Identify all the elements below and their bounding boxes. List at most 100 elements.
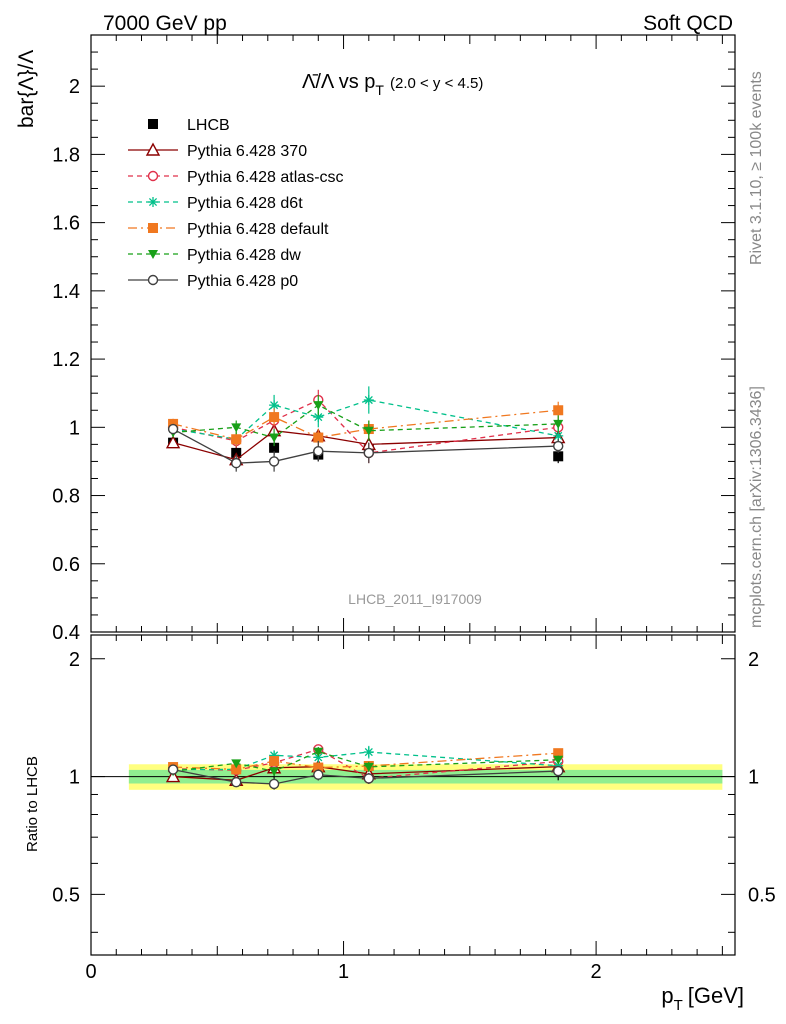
series-4-ratio-line [173,752,559,771]
legend-label-2: Pythia 6.428 atlas-csc [187,169,344,186]
legend-label-3: Pythia 6.428 d6t [187,195,303,212]
series-6-main-point-5 [553,440,564,452]
series-6-main-point-0 [167,423,179,435]
series-3-main-point-2 [269,400,280,411]
legend-entry-5: Pythia 6.428 dw [128,247,301,264]
x-tick-label-0: 0 [85,961,96,983]
series-6-main-point-2 [268,456,280,467]
series-5-main-point-4 [363,426,374,436]
xlabel-sub: T [674,997,683,1014]
title-range: (2.0 < y < 4.5) [390,75,483,92]
xlabel-unit: [GeV] [688,983,744,1008]
series-6-main-point-1 [231,457,242,469]
legend-marker-4 [148,223,158,233]
y-tick-label-1.2: 1.2 [52,349,80,371]
series-1-main-point-0 [165,435,181,449]
y-axis-label: bar{Λ}/Λ [15,50,38,128]
series-6-ratio-point-3 [313,769,324,780]
series-6-ratio-point-1 [231,776,242,788]
axes: 0 1 2 0.4 0.6 0.8 1 1.2 1.4 1.6 1.8 2 0.5 0.5 1 1 2 2 [52,34,776,983]
legend-label-5: Pythia 6.428 dw [187,247,301,264]
rivet-label: Rivet 3.1.10, ≥ 100k events [748,71,765,265]
y-tick-label-1.4: 1.4 [52,281,80,303]
series-5-ratio [168,746,564,777]
legend-marker-5 [148,250,158,259]
legend-entry-3: Pythia 6.428 d6t [128,195,303,212]
series-4-main-point-3 [313,432,324,443]
ratio-axis-label: Ratio to LHCB [24,756,41,852]
chart-title: Λ̄/Λ vs pT (2.0 < y < 4.5) [302,71,483,98]
legend: LHCB Pythia 6.428 370 Pythia 6.428 atlas-c… [128,117,344,290]
y-tick-label-1: 1 [69,417,80,439]
series-4-ratio-point-5 [553,748,564,759]
series-6-ratio-point-0 [167,764,179,775]
series-3-main-line [172,399,559,440]
series-3-main-point-3 [313,412,324,423]
series-0-main-point-5 [553,451,564,462]
legend-entry-1: Pythia 6.428 370 [128,142,307,160]
ratio-tick-label-right-0.5: 0.5 [748,884,776,906]
legend-marker-1 [145,142,161,156]
y-tick-label-0.6: 0.6 [52,554,80,576]
legend-entry-2: Pythia 6.428 atlas-csc [128,169,344,186]
legend-marker-0 [148,119,158,129]
series-4-ratio-point-2 [269,756,280,767]
ratio-frame [90,634,736,956]
legend-marker-2 [147,170,159,182]
series-5-ratio-point-3 [313,747,324,757]
y-tick-label-1.6: 1.6 [52,213,80,235]
title-sub: T [375,82,384,98]
series-4-main-line [172,409,559,440]
analysis-watermark: LHCB_2011_I917009 [348,591,482,607]
series-6-main [167,423,564,472]
series-3-ratio-point-4 [363,747,374,758]
ratio-tick-label-left-2: 2 [69,649,80,671]
title-main: Λ̄/Λ vs p [302,71,375,93]
legend-label-6: Pythia 6.428 p0 [187,273,298,290]
series-5-main-point-3 [313,401,324,411]
y-tick-label-0.4: 0.4 [52,622,80,644]
legend-entry-0: LHCB [148,117,230,134]
series-4-main-point-2 [269,412,280,423]
series-3-main-point-4 [363,395,374,406]
series-2-ratio-line [173,748,559,780]
ratio-tick-label-right-1: 1 [748,767,759,789]
legend-label-4: Pythia 6.428 default [187,221,329,238]
data-layer [165,386,566,790]
series-6-ratio-point-2 [268,778,280,790]
legend-entry-4: Pythia 6.428 default [128,221,329,238]
series-6-main-point-3 [313,445,324,457]
legend-marker-3 [148,197,158,207]
series-3-ratio-point-3 [313,752,324,763]
series-3-ratio-point-5 [553,760,564,771]
series-5-main-point-2 [269,433,280,443]
mcplots-label: mcplots.cern.ch [arXiv:1306.3436] [748,386,765,628]
series-6-main-point-4 [363,447,375,459]
series-5-main-point-1 [231,423,242,433]
series-4-ratio-point-3 [313,762,324,773]
series-4-main-point-1 [231,434,242,445]
ratio-tick-label-right-2: 2 [748,649,759,671]
legend-entry-6: Pythia 6.428 p0 [128,273,298,290]
series-5-main-point-5 [553,419,564,429]
series-4-ratio-point-1 [231,764,242,775]
series-6-ratio-line [172,768,559,785]
xlabel-main: p [661,983,673,1008]
ratio-tick-label-left-1: 1 [69,767,80,789]
series-2-main-line [172,399,559,454]
legend-label-0: LHCB [187,117,230,134]
series-3-main-point-5 [553,430,564,441]
y-tick-label-2: 2 [69,76,80,98]
series-5-main-line [173,404,559,439]
series-3-ratio-point-2 [269,750,280,761]
x-tick-label-1: 1 [338,961,349,983]
legend-marker-6 [147,274,159,286]
series-5-ratio-point-2 [269,767,280,777]
x-axis-label: pT [GeV] [661,983,744,1014]
series-6-ratio-point-4 [363,773,375,784]
series-5-ratio-point-4 [363,762,374,772]
series-4-main-point-5 [553,405,564,416]
ratio-tick-label-left-0.5: 0.5 [52,884,80,906]
series-0-main-point-2 [269,442,280,453]
